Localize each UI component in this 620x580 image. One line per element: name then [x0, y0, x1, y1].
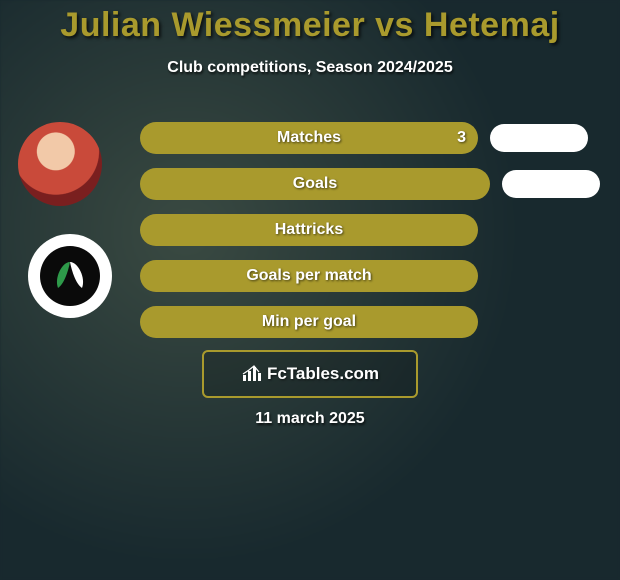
stat-label: Goals: [293, 175, 337, 193]
stat-row: Goals: [140, 168, 600, 200]
player-1-avatar: [18, 122, 102, 206]
stat-row: Goals per match: [140, 260, 600, 292]
stat-label: Goals per match: [246, 267, 371, 285]
stat-bar-left: Matches 3: [140, 122, 478, 154]
stat-row: Matches 3: [140, 122, 600, 154]
stat-value-left: 3: [457, 129, 466, 147]
brand-text: FcTables.com: [267, 364, 379, 384]
stat-bar-left: Goals per match: [140, 260, 478, 292]
stat-row: Min per goal: [140, 306, 600, 338]
subtitle: Club competitions, Season 2024/2025: [0, 59, 620, 77]
date-text: 11 march 2025: [0, 410, 620, 428]
stat-bar-left: Hattricks: [140, 214, 478, 246]
stat-pill-right: [502, 170, 600, 198]
stat-bar-left: Goals: [140, 168, 490, 200]
stat-bar-left: Min per goal: [140, 306, 478, 338]
bar-chart-icon: [241, 365, 263, 383]
stat-label: Min per goal: [262, 313, 356, 331]
stat-label: Hattricks: [275, 221, 343, 239]
stat-pill-right: [490, 124, 588, 152]
brand-box: FcTables.com: [202, 350, 418, 398]
club-1-badge: [28, 234, 112, 318]
stat-label: Matches: [277, 129, 341, 147]
stat-row: Hattricks: [140, 214, 600, 246]
club-logo-icon: [48, 254, 92, 298]
page-title: Julian Wiessmeier vs Hetemaj: [0, 0, 620, 45]
